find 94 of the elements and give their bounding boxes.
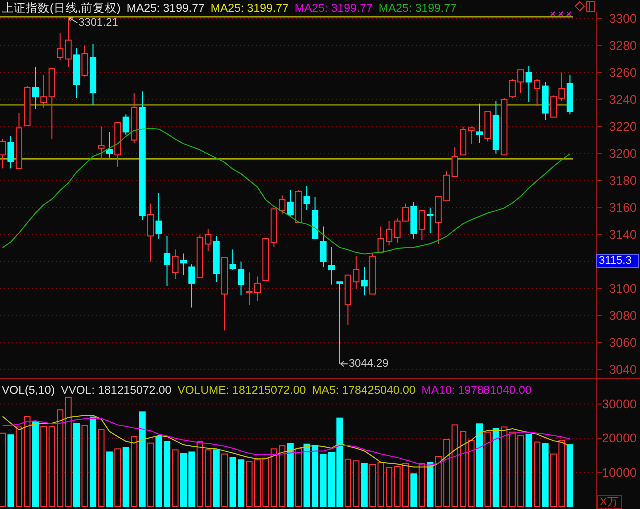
candlestick xyxy=(452,146,458,178)
bar xyxy=(172,450,179,508)
bar xyxy=(148,442,154,508)
candlestick xyxy=(156,192,162,240)
chart-title: VOL(5,10) xyxy=(2,385,56,397)
bar xyxy=(106,452,113,508)
candlestick xyxy=(8,136,14,170)
y-tick-label: 10000 xyxy=(602,466,638,480)
bar xyxy=(542,444,549,508)
text: MA25: 3199.77 xyxy=(378,3,457,15)
bar xyxy=(65,396,72,508)
y-tick-label: 3260 xyxy=(609,66,638,80)
annotation: VOLUME: 181215072.00 xyxy=(178,385,306,397)
bar xyxy=(410,474,418,508)
y-tick-label: 3240 xyxy=(609,92,638,107)
bar xyxy=(74,422,80,508)
bar xyxy=(418,463,426,508)
candlestick xyxy=(476,103,484,144)
y-tick-label: 3180 xyxy=(609,174,638,188)
bar xyxy=(427,462,434,508)
candlestick xyxy=(180,253,188,276)
candlestick xyxy=(238,261,245,296)
y-axis-title: X万 xyxy=(600,496,618,508)
bar xyxy=(484,432,492,508)
annotation: 3044.29 xyxy=(348,358,389,370)
bar xyxy=(296,448,302,508)
bar xyxy=(32,421,39,508)
text: MA5: 178425040.00 xyxy=(312,385,416,397)
candlestick xyxy=(230,249,236,270)
bar xyxy=(361,463,368,508)
bar xyxy=(534,442,541,508)
candlestick xyxy=(188,264,196,308)
candlestick xyxy=(57,33,64,62)
y-tick-label: 3300 xyxy=(609,12,638,26)
annotation: VVOL: 181215072.00 xyxy=(61,385,172,397)
y-tick-label: 3100 xyxy=(609,282,638,296)
bar xyxy=(0,432,6,508)
bar xyxy=(82,425,88,508)
bar xyxy=(476,424,484,508)
candlestick xyxy=(328,246,336,286)
bar xyxy=(131,436,138,508)
bar xyxy=(370,464,376,508)
y-tick-label: 3040 xyxy=(609,362,638,377)
bar xyxy=(526,434,532,508)
candlestick xyxy=(32,66,39,110)
candlestick xyxy=(427,207,434,234)
bar xyxy=(139,412,146,508)
text: MA10: 197881040.00 xyxy=(422,385,532,397)
y-tick-label: 3280 xyxy=(609,38,638,53)
annotation: MA25: 3199.77 xyxy=(126,3,205,15)
candlestick xyxy=(361,266,368,296)
candlestick xyxy=(148,203,154,262)
bar xyxy=(492,428,500,508)
bar xyxy=(98,429,105,508)
text: 3115.3 xyxy=(599,255,632,267)
y-tick-label: 3160 xyxy=(609,200,638,215)
candlestick xyxy=(122,114,130,136)
y-tick-label: 3140 xyxy=(609,228,638,242)
y-tick-label: 30000 xyxy=(602,397,638,412)
candlestick xyxy=(172,249,179,280)
candlestick xyxy=(106,132,113,158)
y-tick-label: 3080 xyxy=(609,308,638,323)
candlestick xyxy=(320,226,327,268)
y-tick-label: 3200 xyxy=(609,146,638,161)
bar xyxy=(122,447,130,508)
bar xyxy=(287,444,294,508)
bar xyxy=(213,450,220,508)
annotation: 3301.21 xyxy=(78,17,118,30)
bar xyxy=(501,426,508,508)
candlestick xyxy=(98,126,105,160)
chart-title: 上证指数(日线,前复权) xyxy=(2,2,122,15)
candlestick xyxy=(164,236,171,287)
candlestick xyxy=(0,138,6,170)
candlestick xyxy=(40,74,48,108)
annotation: MA25: 3199.77 xyxy=(210,3,289,15)
candlestick xyxy=(534,79,541,108)
candlestick xyxy=(304,186,310,212)
bar xyxy=(90,416,97,508)
annotation: MA25: 3199.77 xyxy=(294,3,373,15)
y-tick-label: 3220 xyxy=(609,120,638,134)
bar xyxy=(114,448,122,508)
candlestick xyxy=(82,45,88,78)
bar xyxy=(40,426,48,508)
bar xyxy=(8,434,14,508)
candlestick xyxy=(336,282,344,365)
line-series xyxy=(2,128,571,255)
candlestick xyxy=(65,16,72,68)
bar xyxy=(566,444,574,508)
candlestick xyxy=(287,190,294,216)
candlestick xyxy=(418,210,426,241)
y-tick-label: 20000 xyxy=(602,432,638,446)
bar xyxy=(222,454,228,508)
y-tick-label: 3060 xyxy=(609,336,638,350)
candlestick xyxy=(526,66,532,103)
